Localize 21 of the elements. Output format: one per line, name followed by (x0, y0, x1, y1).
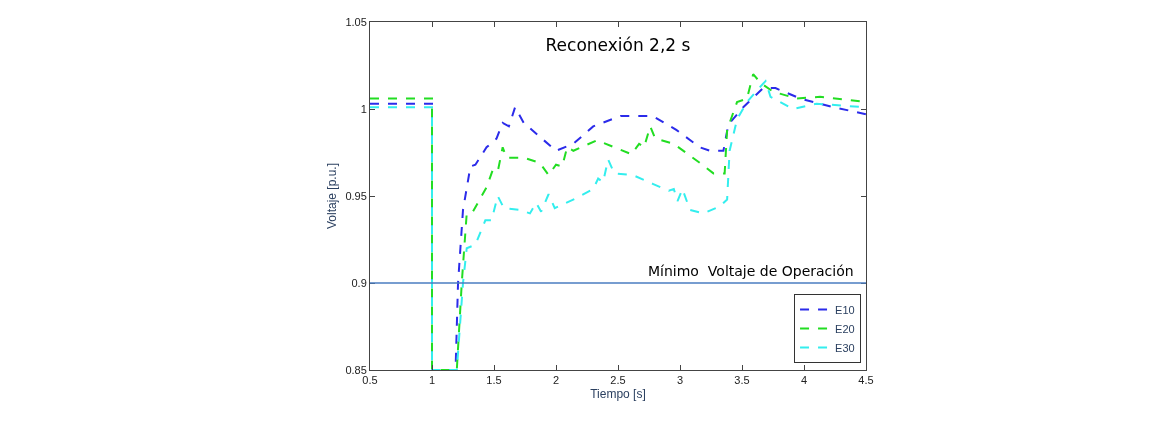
x-tick-label: 1.5 (486, 374, 502, 387)
x-tick-label: 2.5 (610, 374, 626, 387)
y-tick-label: 0.9 (351, 276, 367, 289)
x-tick-label: 3.5 (734, 374, 750, 387)
y-tick-label: 1.05 (345, 15, 367, 28)
text: Reconexión 2,2 s (545, 34, 691, 55)
y-tick-label: 0.95 (345, 189, 367, 202)
y-tick-label: 1 (360, 102, 367, 115)
x-tick-label: 4 (800, 374, 808, 387)
x-axis-title: Tiempo [s] (590, 387, 646, 402)
x-tick-label: 0.5 (362, 374, 378, 387)
y-tick-label: 0.85 (345, 363, 367, 376)
legend-label: E10 (835, 303, 855, 316)
legend-label: E30 (835, 341, 855, 354)
x-tick-label: 2 (552, 374, 560, 387)
ref-line-label: Mínimo Voltaje de Operación (648, 263, 854, 279)
x-tick-label: 3 (676, 374, 684, 387)
legend-label: E20 (835, 322, 855, 335)
x-tick-label: 1 (428, 374, 436, 387)
y-axis-title: Voltaje [p.u.] (324, 162, 339, 230)
x-tick-label: 4.5 (858, 374, 874, 387)
